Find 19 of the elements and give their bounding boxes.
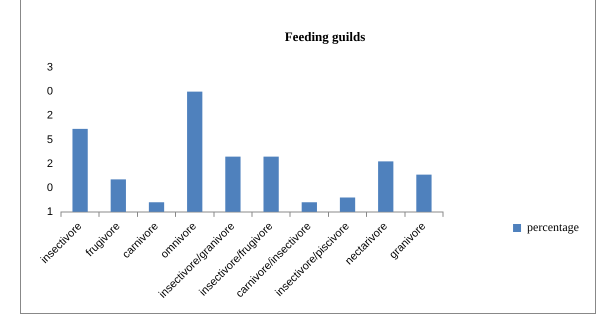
text: 3 <box>46 62 53 74</box>
text: 5 <box>46 134 53 146</box>
text: 0 <box>46 182 53 194</box>
bar <box>263 156 279 212</box>
bar <box>378 161 394 212</box>
bar <box>302 202 317 212</box>
bar <box>148 202 164 212</box>
bar <box>187 92 202 212</box>
text: 2 <box>46 110 53 122</box>
text: 2 <box>46 158 53 170</box>
bar <box>110 179 126 212</box>
bar <box>416 174 432 212</box>
bar <box>340 197 356 212</box>
text: 0 <box>46 86 53 98</box>
text: 1 <box>46 206 53 218</box>
bar <box>225 156 241 212</box>
chart-title: Feeding guilds <box>284 29 366 44</box>
bar <box>72 128 88 212</box>
legend-label: percentage <box>527 220 580 234</box>
